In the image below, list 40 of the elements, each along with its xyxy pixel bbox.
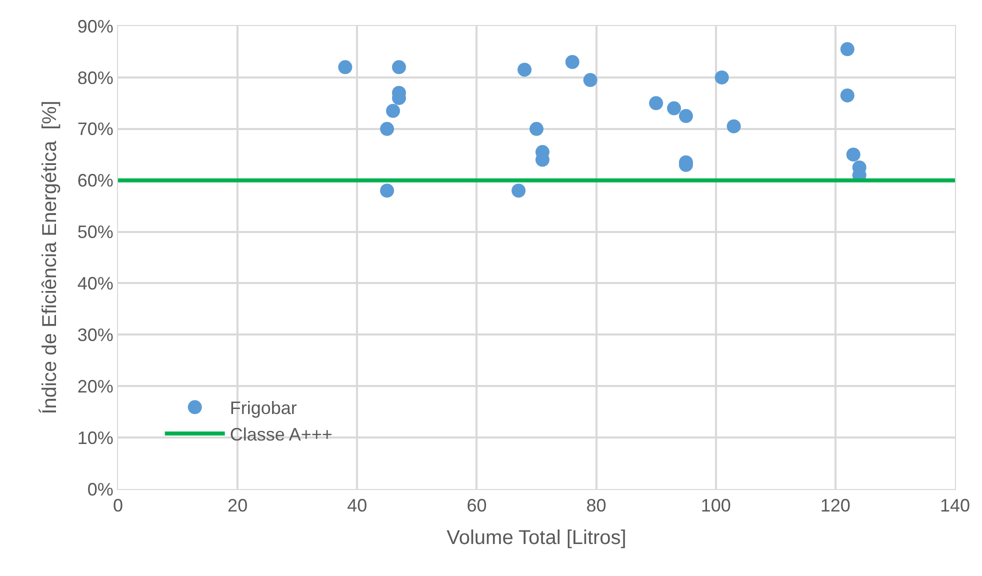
x-tick-label: 60 (466, 496, 487, 516)
point (530, 122, 544, 136)
y-tick-label: 20% (77, 376, 114, 396)
x-tick-label: 120 (820, 496, 850, 516)
point (678, 109, 693, 124)
point (380, 184, 394, 198)
point (392, 60, 406, 74)
point (846, 148, 860, 162)
y-tick-label: 90% (77, 16, 114, 36)
point (649, 96, 664, 110)
y-tick-label: 60% (77, 170, 114, 191)
y-axis-title: Índice de Eficiência Energética [%] (38, 100, 61, 414)
point (380, 122, 394, 136)
y-tick-label: 10% (77, 428, 114, 448)
y-tick-label: 70% (77, 119, 114, 140)
y-tick-label: 80% (77, 68, 114, 88)
legend-label: Classe A+++ (230, 424, 332, 445)
point (518, 62, 532, 77)
y-tick-label: 40% (77, 274, 114, 294)
x-tick-label: 0 (112, 496, 124, 516)
x-tick-label: 100 (700, 496, 731, 516)
x-tick-label: 40 (347, 496, 368, 516)
point (565, 55, 580, 70)
x-tick-label: 80 (586, 496, 606, 516)
point (714, 70, 729, 84)
y-tick-label: 50% (77, 222, 114, 242)
x-tick-label: 140 (940, 496, 970, 516)
point (386, 104, 400, 118)
point (840, 42, 854, 56)
point (667, 101, 682, 116)
y-tick-label: 0% (87, 479, 114, 500)
y-tick-label: 30% (77, 324, 114, 345)
x-tick-label: 20 (228, 496, 248, 516)
point (338, 60, 352, 74)
point (512, 184, 526, 198)
point (840, 88, 854, 102)
point (726, 119, 741, 134)
legend-label: Frigobar (230, 398, 297, 418)
x-axis-title: Volume Total [Litros] (446, 527, 626, 550)
point (583, 73, 598, 88)
